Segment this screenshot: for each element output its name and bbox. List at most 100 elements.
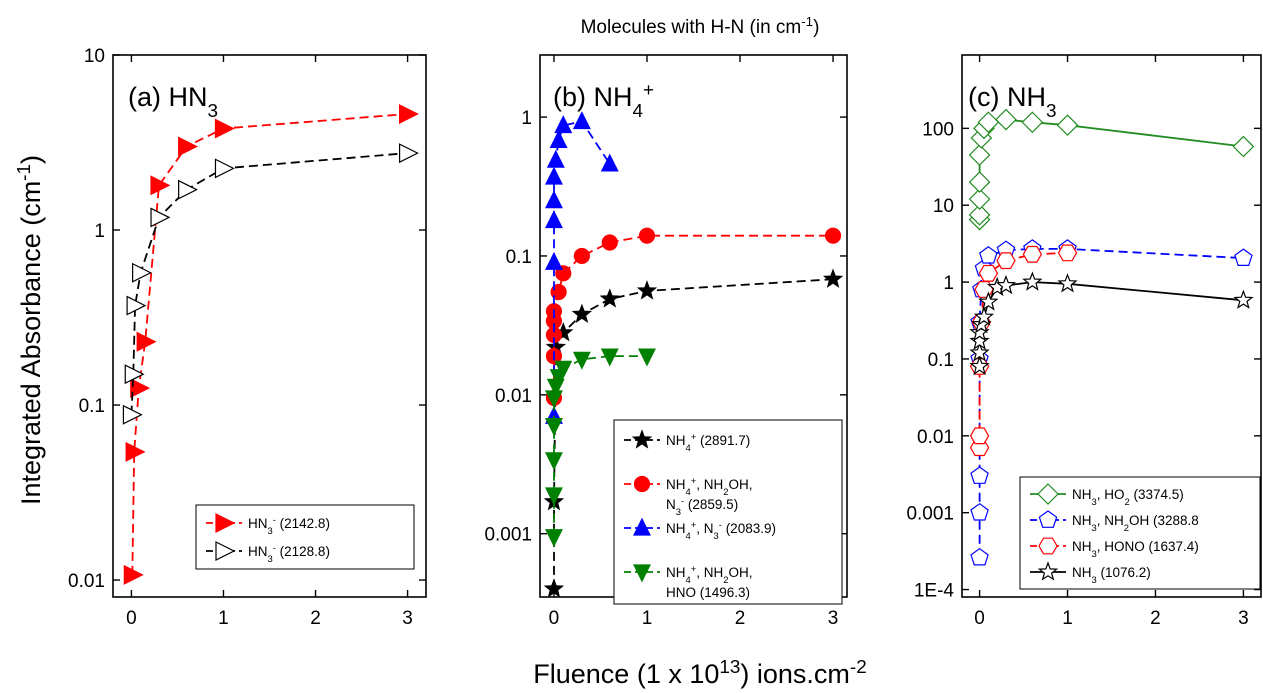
y-tick-label: 0.1 [506, 247, 532, 268]
data-point [544, 190, 563, 209]
data-point [1056, 114, 1079, 137]
data-point [544, 487, 563, 506]
legend-label: NH4+, N3- (2083.9) [666, 520, 776, 542]
x-tick-label: 3 [402, 608, 413, 629]
data-point [214, 118, 235, 139]
y-tick-label: 0.01 [68, 571, 105, 592]
x-tick-label: 2 [735, 608, 746, 629]
y-tick-label: 1 [94, 221, 105, 242]
data-point [544, 251, 563, 270]
data-point [132, 262, 152, 283]
data-point [601, 234, 618, 251]
panel-label: (a) HN3 [128, 82, 218, 122]
data-point [398, 104, 419, 124]
data-point [970, 547, 989, 566]
legend-marker [1037, 561, 1059, 581]
data-point [1022, 245, 1043, 263]
legend-marker [215, 513, 236, 533]
y-tick-label: 0.1 [928, 350, 954, 371]
data-point [178, 136, 198, 157]
legend-box [195, 504, 415, 570]
series-line [978, 118, 1244, 220]
series-3 [544, 111, 619, 424]
series-1 [968, 108, 1255, 231]
data-point [979, 246, 998, 264]
x-tick-label: 1 [1062, 608, 1073, 629]
legend-marker [1037, 483, 1059, 505]
series-line [553, 120, 611, 417]
legend-label: HN3- (2142.8) [248, 515, 330, 537]
data-point [1233, 289, 1254, 309]
data-point [969, 330, 990, 350]
data-point [1057, 244, 1078, 262]
data-point [544, 529, 563, 548]
data-point [136, 331, 157, 352]
legend: NH4+ (2891.7)NH4+, NH2OH,N3- (2859.5)NH4… [613, 419, 843, 605]
data-point [968, 171, 991, 193]
data-point [824, 227, 842, 244]
data-point [398, 143, 419, 164]
data-point [125, 441, 146, 462]
plot-frame [112, 54, 427, 598]
data-point [544, 166, 563, 185]
data-point [178, 179, 198, 200]
legend-box [1019, 476, 1261, 590]
legend-marker [631, 429, 653, 449]
y-tick-label: 0.01 [495, 386, 532, 407]
series-line [978, 281, 1244, 367]
y-tick-label: 1 [521, 108, 532, 129]
data-point [969, 427, 990, 445]
legend-label: NH4+, NH2OH, [666, 564, 753, 586]
data-point [636, 280, 658, 300]
data-point [978, 291, 999, 311]
legend-label: N3- (2859.5) [666, 496, 738, 518]
series-line [131, 113, 408, 575]
data-point [638, 348, 656, 367]
chart-panel-2: 0 1 2 3 0.001 0.01 0.1 1 (b) NH4+ NH4+ (2891.7) NH… [484, 54, 848, 629]
legend-marker [633, 517, 651, 536]
data-point [969, 355, 990, 376]
data-point [572, 351, 591, 370]
data-point [968, 144, 991, 166]
series-4 [969, 271, 1254, 376]
data-point [126, 295, 147, 316]
y-tick-label: 1 [943, 273, 954, 294]
legend-marker [215, 541, 236, 561]
y-axis-label: Integrated Absorbance (cm-1) [14, 155, 47, 505]
data-point [600, 348, 619, 367]
data-point [572, 111, 591, 130]
data-point [554, 115, 573, 134]
legend: HN3- (2142.8) HN3- (2128.8) [195, 504, 415, 570]
data-point [638, 227, 656, 244]
x-tick-label: 3 [828, 608, 839, 629]
series-4 [544, 348, 656, 548]
data-point [1021, 111, 1044, 134]
data-point [544, 452, 563, 471]
legend-marker [1038, 537, 1058, 555]
series-1 [123, 104, 419, 585]
data-point [996, 252, 1016, 270]
legend-label: NH3 (1076.2) [1072, 565, 1151, 586]
data-point [214, 158, 235, 179]
data-point [150, 175, 171, 196]
legend-label: NH3, NH2OH (3288.8 [1072, 513, 1199, 534]
data-point [130, 378, 151, 399]
plot-frame [961, 54, 1262, 598]
data-point [978, 264, 999, 282]
data-point [969, 342, 990, 362]
data-point [124, 364, 145, 385]
x-tick-label: 0 [126, 608, 137, 629]
series-2 [122, 143, 419, 425]
x-tick-label: 2 [1150, 608, 1161, 629]
x-tick-label: 3 [1238, 608, 1249, 629]
data-point [822, 268, 844, 288]
data-point [970, 466, 989, 484]
y-tick-label: 0.001 [906, 504, 954, 525]
data-point [549, 130, 568, 148]
y-tick-label: 0.1 [79, 396, 105, 417]
y-tick-label: 0.01 [917, 427, 954, 448]
data-point [600, 153, 619, 172]
data-point [543, 578, 565, 598]
x-tick-label: 0 [549, 608, 560, 629]
